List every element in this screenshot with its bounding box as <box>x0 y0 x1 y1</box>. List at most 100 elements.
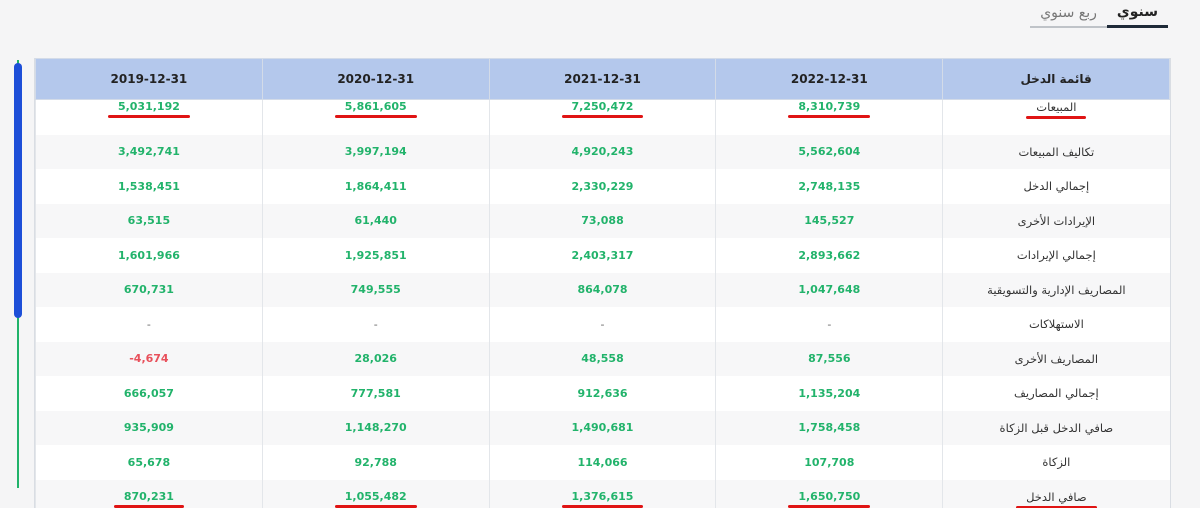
cell-value: 65,678 <box>127 455 171 469</box>
table-cell: 1,376,615 <box>488 479 716 508</box>
cell-value: 2,403,317 <box>571 248 634 262</box>
cell-value: 107,708 <box>804 455 855 469</box>
cell-value: 1,538,451 <box>117 179 180 193</box>
table-cell: 864,078 <box>488 272 716 307</box>
row-label: صافي الدخل قبل الزكاة <box>942 410 1170 445</box>
row-label: الزكاة <box>942 445 1170 480</box>
table-row: صافي الدخل قبل الزكاة 1,758,458 1,490,681 1… <box>35 410 1170 445</box>
table-cell: 2,893,662 <box>715 238 943 273</box>
table-cell: 87,556 <box>715 341 943 376</box>
header-period: 2022-12-31 <box>715 58 944 100</box>
table-cell: 107,708 <box>715 445 943 480</box>
row-label: إجمالي الإيرادات <box>942 238 1170 273</box>
cell-value: 2,748,135 <box>798 179 861 193</box>
cell-value: 912,636 <box>577 386 628 400</box>
cell-value: 87,556 <box>808 352 851 366</box>
header-period: 2020-12-31 <box>261 58 490 100</box>
table-cell: 73,088 <box>488 203 716 238</box>
table-cell: 28,026 <box>261 341 490 376</box>
row-label: المصاريف الأخرى <box>942 341 1170 376</box>
table-cell: 4,920,243 <box>488 134 716 169</box>
cell-value: 4,920,243 <box>571 145 634 159</box>
scrollbar-thumb[interactable] <box>14 63 22 318</box>
cell-value: 2,893,662 <box>798 248 861 262</box>
cell-value: 1,376,615 <box>561 490 644 508</box>
cell-value: 864,078 <box>577 283 628 297</box>
cell-value: - <box>600 317 605 331</box>
cell-value: 1,601,966 <box>117 248 180 262</box>
table-cell: 3,997,194 <box>261 134 490 169</box>
table-cell: 1,650,750 <box>715 479 943 508</box>
table-cell: 1,864,411 <box>261 169 490 204</box>
table-row: المصاريف الإدارية والتسويقية 1,047,648 864… <box>35 272 1170 307</box>
row-label: المصاريف الإدارية والتسويقية <box>942 272 1170 307</box>
cell-value: 1,758,458 <box>798 421 861 435</box>
table-cell: 670,731 <box>35 272 263 307</box>
table-cell: 1,538,451 <box>35 169 263 204</box>
row-label-text: الزكاة <box>1042 455 1071 470</box>
row-label-text: المصاريف الإدارية والتسويقية <box>987 282 1126 297</box>
cell-value: 114,066 <box>577 455 628 469</box>
period-tabs: سنوي ربع سنوي <box>1030 4 1168 28</box>
table-row: صافي الدخل 1,650,750 1,376,615 1,055,482 870… <box>35 479 1170 508</box>
row-label-text: إجمالي الإيرادات <box>1016 248 1096 263</box>
income-statement-table-container: قائمة الدخل 2022-12-31 2021-12-31 2020-1… <box>34 58 1171 508</box>
cell-value: - <box>827 317 832 331</box>
header-period: 2021-12-31 <box>488 58 717 100</box>
table-cell: 5,031,192 <box>35 99 263 135</box>
header-label: قائمة الدخل <box>942 58 1170 100</box>
row-label: إجمالي المصاريف <box>942 376 1170 411</box>
row-label: المبيعات <box>942 99 1170 135</box>
row-label-text: صافي الدخل قبل الزكاة <box>999 420 1114 435</box>
table-row: إجمالي الدخل 2,748,135 2,330,229 1,864,411 1… <box>35 169 1170 204</box>
cell-value: 145,527 <box>804 214 855 228</box>
cell-value: 870,231 <box>113 490 185 508</box>
table-cell: 1,758,458 <box>715 410 943 445</box>
cell-value: 1,135,204 <box>798 386 861 400</box>
row-label: صافي الدخل <box>942 479 1170 508</box>
table-row: إجمالي الإيرادات 2,893,662 2,403,317 1,925,… <box>35 238 1170 273</box>
table-cell: 145,527 <box>715 203 943 238</box>
cell-value: 5,861,605 <box>334 100 417 118</box>
row-label: تكاليف المبيعات <box>942 134 1170 169</box>
table-row: المبيعات 8,310,739 7,250,472 5,861,605 5,031… <box>35 99 1170 135</box>
table-cell: 92,788 <box>261 445 490 480</box>
table-row: الاستهلاكات - - - - <box>35 307 1170 342</box>
table-row: الزكاة 107,708 114,066 92,788 65,678 <box>35 445 1170 480</box>
cell-value: 670,731 <box>123 283 174 297</box>
cell-value: 666,057 <box>123 386 174 400</box>
tab-annual[interactable]: سنوي <box>1106 4 1168 28</box>
header-period: 2019-12-31 <box>35 58 263 100</box>
row-label-text: الاستهلاكات <box>1028 317 1084 332</box>
table-cell: 7,250,472 <box>488 99 716 135</box>
table-row: تكاليف المبيعات 5,562,604 4,920,243 3,997,1… <box>35 134 1170 169</box>
cell-value: 1,055,482 <box>334 490 417 508</box>
table-cell: - <box>715 307 943 342</box>
table-cell: 1,925,851 <box>261 238 490 273</box>
cell-value: 61,440 <box>354 214 397 228</box>
row-label-text: إجمالي الدخل <box>1023 179 1090 194</box>
table-cell: 1,047,648 <box>715 272 943 307</box>
cell-value: 1,864,411 <box>344 179 407 193</box>
cell-value: 5,562,604 <box>798 145 861 159</box>
table-cell: 48,558 <box>488 341 716 376</box>
table-cell: 1,135,204 <box>715 376 943 411</box>
table-cell: 870,231 <box>35 479 263 508</box>
row-label-text: المبيعات <box>1026 100 1087 119</box>
cell-value: - <box>373 317 378 331</box>
cell-value: 63,515 <box>127 214 171 228</box>
table-cell: 2,330,229 <box>488 169 716 204</box>
cell-value: 48,558 <box>581 352 624 366</box>
table-cell: 1,148,270 <box>261 410 490 445</box>
table-cell: 935,909 <box>35 410 263 445</box>
table-row: إجمالي المصاريف 1,135,204 912,636 777,581 66… <box>35 376 1170 411</box>
table-cell: 65,678 <box>35 445 263 480</box>
table-row: المصاريف الأخرى 87,556 48,558 28,026 4,674- <box>35 341 1170 376</box>
table-cell: 5,562,604 <box>715 134 943 169</box>
cell-value: 749,555 <box>350 283 401 297</box>
table-cell: 5,861,605 <box>261 99 490 135</box>
tab-quarterly[interactable]: ربع سنوي <box>1030 5 1107 28</box>
cell-value: 8,310,739 <box>788 100 871 118</box>
row-label-text: المصاريف الأخرى <box>1014 351 1099 366</box>
table-cell: 61,440 <box>261 203 490 238</box>
